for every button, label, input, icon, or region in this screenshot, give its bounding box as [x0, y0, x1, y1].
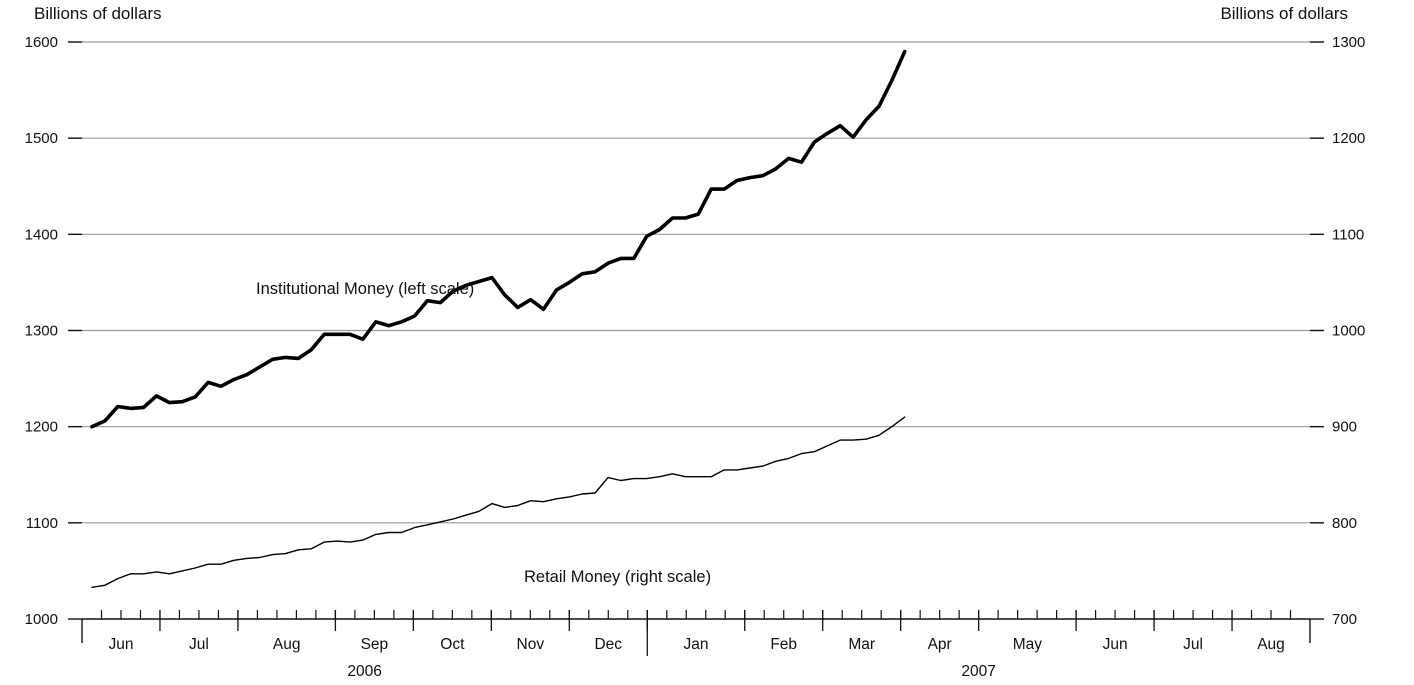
month-label: Sep	[361, 636, 389, 653]
institutional-money-line	[90, 49, 907, 429]
left-tick-label: 1100	[26, 515, 58, 532]
month-label: Jul	[189, 636, 209, 653]
right-tick-label: 800	[1332, 515, 1357, 532]
right-tick-label: 1100	[1332, 226, 1364, 243]
month-label: Jun	[1103, 636, 1128, 653]
month-label: Aug	[273, 636, 301, 653]
left-tick-label: 1600	[25, 34, 58, 51]
year-label: 2007	[961, 663, 995, 680]
right-tick-label: 1000	[1332, 323, 1365, 340]
retail-money-line	[91, 416, 906, 588]
grid-lines	[82, 41, 1310, 524]
month-label: Oct	[440, 636, 465, 653]
month-label: Jan	[684, 636, 709, 653]
left-tick-label: 1000	[25, 611, 58, 628]
month-label: Jun	[108, 636, 133, 653]
left-tick-label: 1500	[25, 130, 58, 147]
right-tick-label: 1200	[1332, 130, 1365, 147]
right-axis-label: Billions of dollars	[1220, 4, 1348, 23]
month-label: Feb	[770, 636, 797, 653]
month-label: Apr	[928, 636, 952, 653]
axes: 1000 1100 1200 1300 1400 1500 1600 700 800 900 100…	[25, 34, 1366, 680]
left-tick-label: 1200	[25, 419, 58, 436]
right-tick-label: 1300	[1332, 34, 1365, 51]
year-label: 2006	[347, 663, 381, 680]
series-label-retail: Retail Money (right scale)	[524, 568, 711, 586]
right-tick-label: 900	[1332, 419, 1357, 436]
series-lines	[90, 49, 907, 588]
month-label: Aug	[1257, 636, 1285, 653]
series-label-institutional: Institutional Money (left scale)	[256, 280, 474, 298]
month-label: Mar	[848, 636, 875, 653]
month-label: May	[1013, 636, 1043, 653]
left-tick-label: 1300	[25, 323, 58, 340]
month-label: Dec	[594, 636, 622, 653]
left-axis-label: Billions of dollars	[34, 4, 162, 23]
right-tick-label: 700	[1332, 611, 1357, 628]
left-tick-label: 1400	[25, 226, 58, 243]
month-label: Nov	[517, 636, 545, 653]
month-label: Jul	[1183, 636, 1203, 653]
